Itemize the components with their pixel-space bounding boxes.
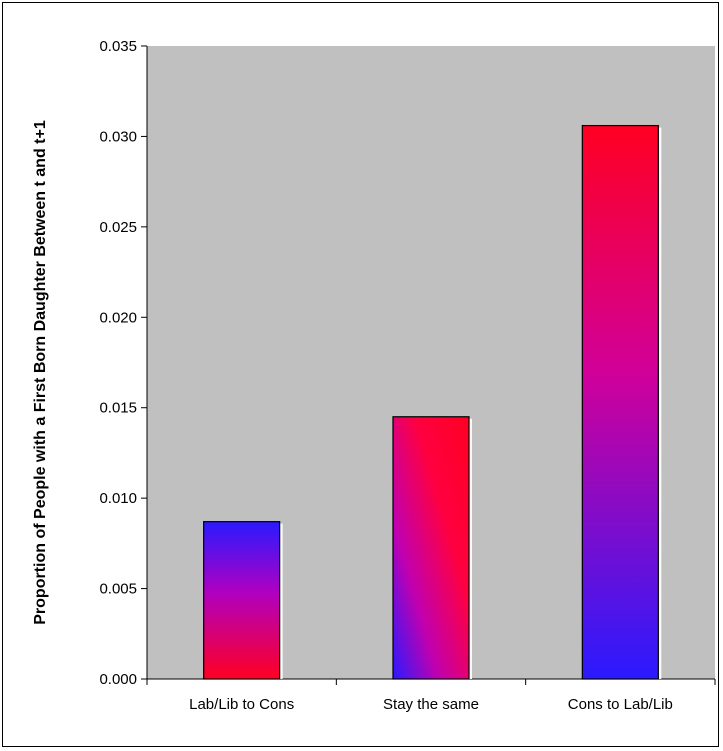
x-category-label: Lab/Lib to Cons — [189, 696, 294, 713]
bar-3 — [581, 124, 659, 680]
y-tick-label: 0.000 — [99, 671, 137, 688]
y-tick-label: 0.035 — [99, 38, 137, 55]
y-tick-label: 0.025 — [99, 219, 137, 236]
bar-1 — [203, 521, 281, 680]
y-tick-label: 0.020 — [99, 309, 137, 326]
x-category-label: Stay the same — [383, 696, 479, 713]
y-tick-label: 0.005 — [99, 581, 137, 598]
y-tick-label: 0.015 — [99, 400, 137, 417]
bars — [203, 124, 662, 680]
y-tick-label: 0.010 — [99, 490, 137, 507]
bar-2 — [392, 416, 470, 680]
x-category-label: Cons to Lab/Lib — [568, 696, 673, 713]
labels: 0.000 0.005 0.010 0.015 0.020 0.025 0.030 0.035… — [32, 38, 673, 713]
y-tick-label: 0.030 — [99, 128, 137, 145]
y-axis-label: Proportion of People with a First Born D… — [32, 120, 49, 625]
